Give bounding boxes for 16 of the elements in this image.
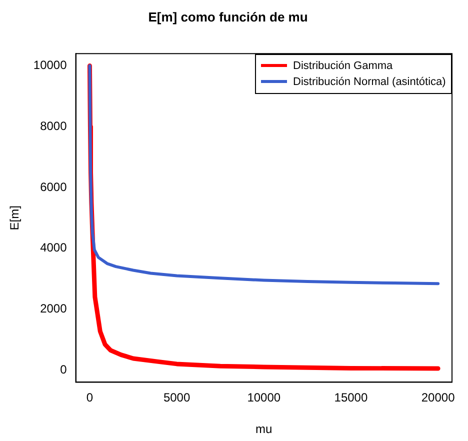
legend-label: Distribución Normal (asintótica) — [293, 74, 446, 90]
y-axis-title: E[m] — [8, 206, 22, 230]
y-tick-label: 10000 — [33, 58, 68, 72]
x-tick-label: 0 — [86, 390, 94, 405]
legend-label: Distribución Gamma — [293, 58, 393, 74]
y-tick-label: 2000 — [40, 301, 68, 316]
x-tick-label: 15000 — [334, 390, 368, 405]
x-tick-label: 20000 — [421, 390, 456, 405]
chart-title: E[m] como función de mu — [148, 9, 308, 24]
y-tick-label: 6000 — [40, 180, 68, 194]
x-tick-label: 5000 — [163, 390, 190, 405]
y-tick-label: 8000 — [40, 118, 68, 133]
x-tick-label: 10000 — [247, 390, 281, 405]
x-axis-title: mu — [256, 422, 272, 436]
y-tick-label: 0 — [60, 362, 68, 376]
y-tick-label: 4000 — [40, 240, 68, 255]
